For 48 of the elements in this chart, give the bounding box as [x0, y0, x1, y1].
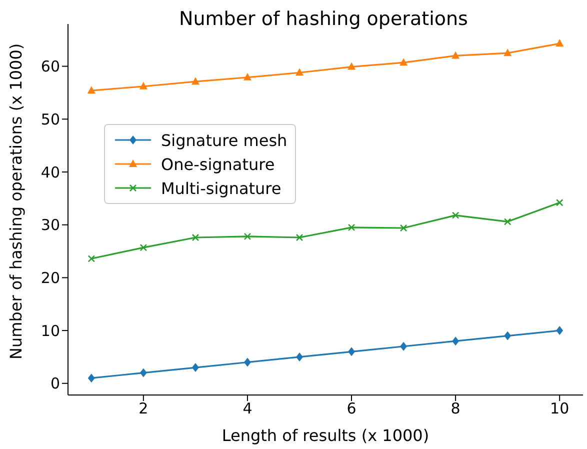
x-tick-label: 2 — [138, 400, 148, 418]
x-axis-title: Length of results (x 1000) — [222, 426, 430, 445]
legend-label: One-signature — [161, 154, 275, 174]
x-tick-label: 4 — [242, 400, 252, 418]
point — [296, 234, 304, 242]
point — [504, 48, 512, 56]
point — [504, 331, 512, 340]
y-axis-title: Number of hashing operations (x 1000) — [6, 43, 26, 360]
point — [140, 244, 148, 252]
legend-label: Signature mesh — [161, 130, 288, 150]
point — [87, 86, 96, 94]
point — [400, 58, 408, 66]
legend-label: Multi-signature — [161, 178, 282, 198]
point — [348, 62, 356, 70]
point — [295, 68, 304, 76]
point — [452, 51, 460, 59]
point — [139, 82, 148, 90]
point — [556, 39, 564, 47]
point — [400, 224, 408, 232]
y-tick-label: 10 — [40, 322, 60, 340]
point — [192, 234, 200, 242]
y-tick-label: 20 — [40, 269, 60, 287]
point — [452, 212, 460, 219]
point — [400, 342, 408, 351]
point — [504, 218, 512, 226]
point — [348, 224, 356, 232]
point — [140, 368, 147, 378]
point — [244, 358, 251, 367]
y-tick-label: 50 — [40, 110, 60, 128]
point — [88, 255, 96, 262]
point — [88, 374, 95, 383]
point — [244, 232, 252, 240]
point — [452, 336, 460, 346]
x-tick-label: 6 — [346, 400, 356, 418]
x-tick-label: 10 — [550, 400, 570, 418]
point — [191, 77, 200, 85]
y-tick-label: 30 — [40, 216, 60, 234]
point — [296, 352, 303, 362]
point — [192, 363, 199, 372]
point — [556, 198, 564, 206]
point — [556, 326, 564, 336]
point — [348, 347, 356, 356]
x-tick-label: 8 — [450, 400, 460, 418]
chart-title: Number of hashing operations — [178, 8, 469, 30]
y-tick-label: 40 — [40, 163, 60, 182]
point — [243, 72, 252, 80]
y-tick-label: 0 — [50, 374, 60, 393]
y-tick-label: 60 — [40, 58, 60, 76]
